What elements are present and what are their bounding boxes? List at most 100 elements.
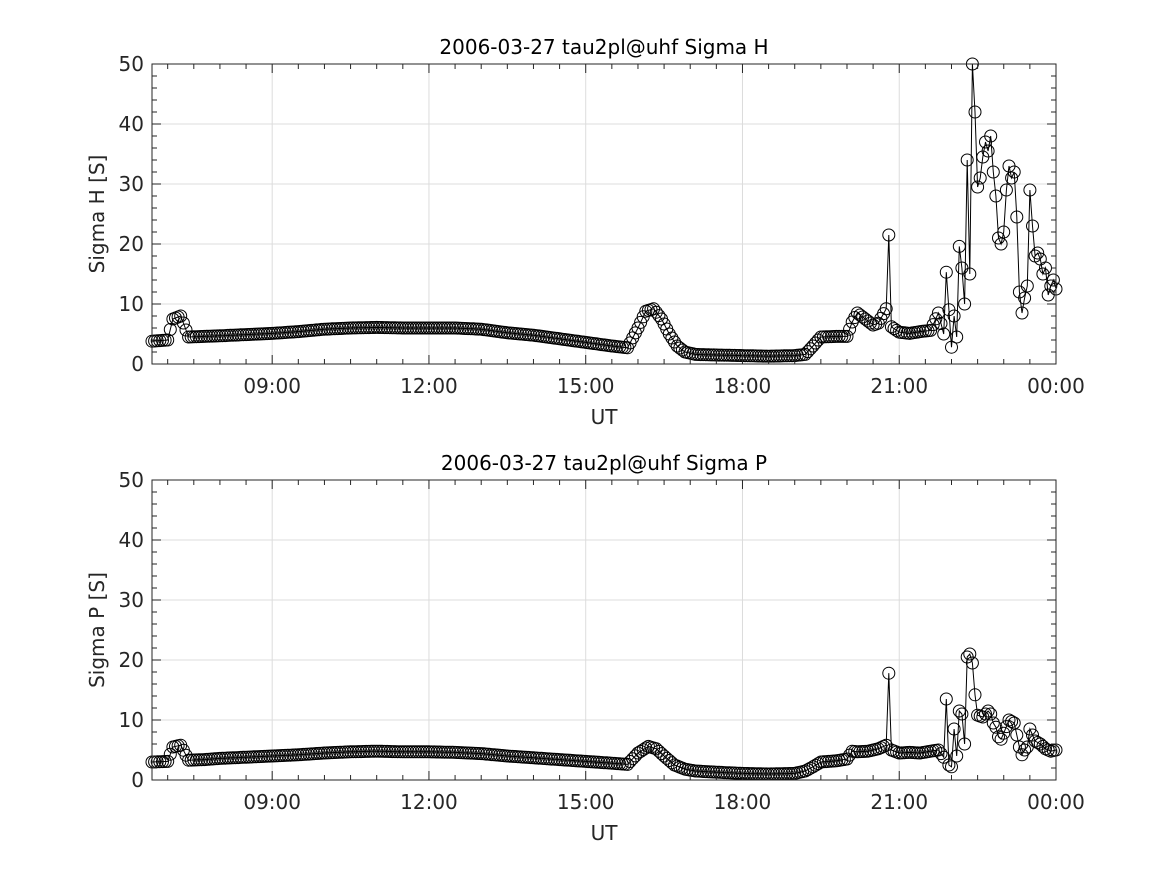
sigma-h-data-point xyxy=(422,321,436,335)
sigma-p-chart: 09:00 12:00 15:00 18:00 21:00 00:00 0 10 20 30 40… xyxy=(85,451,1085,845)
sigma-h-data-point xyxy=(425,321,439,335)
sigma-h-data-point xyxy=(835,329,849,343)
sigma-h-data-point xyxy=(179,323,193,337)
sigma-h-data-point xyxy=(890,323,904,337)
sigma-p-data-point xyxy=(811,757,825,771)
sigma-p-y-tick-label: 40 xyxy=(119,528,144,552)
sigma-h-data-point xyxy=(738,349,752,363)
sigma-p-data-point xyxy=(161,754,175,768)
sigma-p-data-point xyxy=(984,707,998,721)
sigma-h-data-point xyxy=(756,349,770,363)
sigma-h-data-point xyxy=(440,321,454,335)
sigma-h-y-tick-label: 20 xyxy=(119,232,144,256)
sigma-h-data-point xyxy=(649,305,663,319)
sigma-h-data-point xyxy=(406,321,420,335)
sigma-h-data-point xyxy=(438,321,452,335)
sigma-p-data-point xyxy=(1023,722,1037,736)
sigma-p-x-tick-label: 15:00 xyxy=(557,790,615,814)
sigma-h-data-point xyxy=(843,322,857,336)
sigma-h-data-point xyxy=(769,349,783,363)
sigma-h-data-point xyxy=(174,309,188,323)
sigma-h-data-point xyxy=(743,349,757,363)
sigma-p-x-tick-label: 18:00 xyxy=(714,790,772,814)
sigma-h-data-point xyxy=(1020,279,1034,293)
sigma-p-data-point xyxy=(639,741,653,755)
sigma-h-marker-layer xyxy=(145,57,1063,363)
sigma-h-data-point xyxy=(837,329,851,343)
sigma-h-x-tick-label: 09:00 xyxy=(243,374,301,398)
sigma-p-data-point xyxy=(372,744,386,758)
sigma-p-data-point xyxy=(163,747,177,761)
sigma-h-data-point xyxy=(1007,165,1021,179)
sigma-h-data-point xyxy=(694,348,708,362)
sigma-p-y-tick-label: 20 xyxy=(119,648,144,672)
sigma-h-data-point xyxy=(989,189,1003,203)
sigma-p-x-tick-label: 00:00 xyxy=(1027,790,1085,814)
sigma-p-data-point xyxy=(406,745,420,759)
sigma-p-data-point xyxy=(950,749,964,763)
sigma-p-data-point xyxy=(952,704,966,718)
sigma-h-data-point xyxy=(346,321,360,335)
sigma-p-x-tick-label: 21:00 xyxy=(870,790,928,814)
sigma-p-y-axis-label: Sigma P [S] xyxy=(85,572,109,688)
sigma-h-data-point xyxy=(351,321,365,335)
sigma-h-y-tick-label: 30 xyxy=(119,172,144,196)
sigma-h-data-point xyxy=(777,349,791,363)
sigma-h-data-point xyxy=(631,321,645,335)
sigma-h-data-point xyxy=(647,302,661,316)
sigma-h-data-point xyxy=(412,321,425,335)
sigma-p-chart-title: 2006-03-27 tau2pl@uhf Sigma P xyxy=(441,451,767,475)
sigma-p-data-point xyxy=(931,743,945,757)
sigma-h-data-point xyxy=(396,321,410,335)
sigma-p-data-point xyxy=(882,666,896,680)
sigma-h-data-point xyxy=(163,323,177,336)
sigma-h-data-point xyxy=(378,321,391,335)
sigma-p-data-point xyxy=(965,656,979,670)
sigma-h-data-point xyxy=(404,321,418,335)
sigma-p-y-tick-label: 10 xyxy=(119,708,144,732)
sigma-p-data-point xyxy=(657,749,671,763)
sigma-h-data-point xyxy=(981,144,995,158)
sigma-h-x-axis-label: UT xyxy=(591,405,619,429)
sigma-h-x-tick-label: 00:00 xyxy=(1027,374,1085,398)
sigma-p-data-point xyxy=(414,745,428,759)
sigma-h-x-tick-labels: 09:00 12:00 15:00 18:00 21:00 00:00 xyxy=(243,374,1084,398)
sigma-p-data-point xyxy=(419,745,433,759)
sigma-h-data-point xyxy=(939,265,953,279)
sigma-h-data-point xyxy=(1023,183,1037,197)
sigma-h-chart: 09:00 12:00 15:00 18:00 21:00 00:00 0 10 20 30 40… xyxy=(85,35,1085,429)
sigma-h-data-point xyxy=(937,327,951,341)
sigma-h-data-point xyxy=(443,321,457,335)
sigma-p-ticks xyxy=(152,479,1057,781)
sigma-p-x-axis-label: UT xyxy=(591,821,619,845)
sigma-p-data-point xyxy=(1018,743,1032,757)
sigma-p-y-tick-labels: 0 10 20 30 40 50 xyxy=(119,468,144,792)
sigma-h-data-point xyxy=(730,349,744,362)
sigma-p-data-point xyxy=(417,745,431,759)
sigma-h-data-point xyxy=(176,316,190,330)
sigma-p-y-tick-label: 30 xyxy=(119,588,144,612)
sigma-p-x-tick-label: 12:00 xyxy=(400,790,458,814)
sigma-h-data-point xyxy=(1026,219,1039,233)
sigma-p-data-point xyxy=(401,745,415,759)
sigma-h-y-tick-labels: 0 10 20 30 40 50 xyxy=(119,52,144,376)
sigma-h-data-point xyxy=(1005,171,1019,185)
sigma-h-data-point xyxy=(999,183,1013,197)
sigma-h-y-tick-label: 40 xyxy=(119,112,144,136)
sigma-p-data-point xyxy=(999,720,1013,734)
sigma-p-data-point xyxy=(346,745,360,759)
sigma-p-data-point xyxy=(1007,716,1021,730)
sigma-h-data-point xyxy=(994,237,1008,251)
sigma-p-data-point xyxy=(939,692,953,706)
sigma-p-data-point xyxy=(409,745,423,759)
sigma-p-data-point xyxy=(351,745,365,759)
sigma-p-marker-layer xyxy=(145,647,1063,781)
sigma-h-chart-title: 2006-03-27 tau2pl@uhf Sigma H xyxy=(439,35,768,59)
sigma-h-x-tick-label: 15:00 xyxy=(557,374,615,398)
sigma-h-data-point xyxy=(947,309,961,323)
sigma-p-data-point xyxy=(378,744,391,758)
sigma-h-data-point xyxy=(924,323,938,337)
sigma-h-data-point xyxy=(1018,291,1032,305)
sigma-h-x-tick-label: 18:00 xyxy=(714,374,772,398)
